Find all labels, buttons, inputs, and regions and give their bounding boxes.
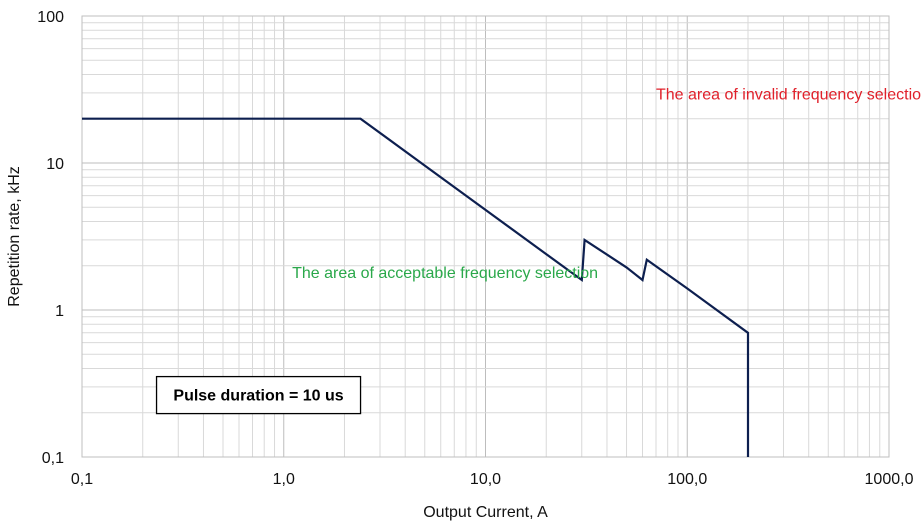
y-tick-label: 10 [46, 156, 64, 173]
x-tick-label: 0,1 [71, 471, 93, 488]
y-tick-labels: 0,1 1 10 100 [37, 9, 64, 467]
invalid-area-annotation: The area of invalid frequency selection [656, 87, 922, 104]
plot-border [81, 15, 890, 458]
x-tick-label: 10,0 [470, 471, 501, 488]
series-group [82, 117, 750, 457]
note-box: Pulse duration = 10 us [155, 375, 362, 415]
y-tick-label: 100 [37, 9, 64, 26]
grid [81, 16, 889, 458]
y-tick-label: 1 [55, 303, 64, 320]
note-box-text: Pulse duration = 10 us [173, 388, 343, 405]
annotations: The area of invalid frequency selection T… [292, 87, 922, 282]
series-line [82, 117, 750, 457]
x-tick-labels: 0,1 1,0 10,0 100,0 1000,0 [71, 471, 914, 488]
x-tick-label: 1,0 [273, 471, 295, 488]
x-tick-label: 100,0 [667, 471, 707, 488]
y-tick-label: 0,1 [42, 450, 64, 467]
x-tick-label: 1000,0 [865, 471, 914, 488]
note-box-frame [155, 375, 362, 415]
y-axis-label: Repetition rate, kHz [6, 166, 23, 307]
acceptable-area-annotation: The area of acceptable frequency selecti… [292, 265, 598, 282]
x-axis-label: Output Current, A [423, 504, 548, 521]
